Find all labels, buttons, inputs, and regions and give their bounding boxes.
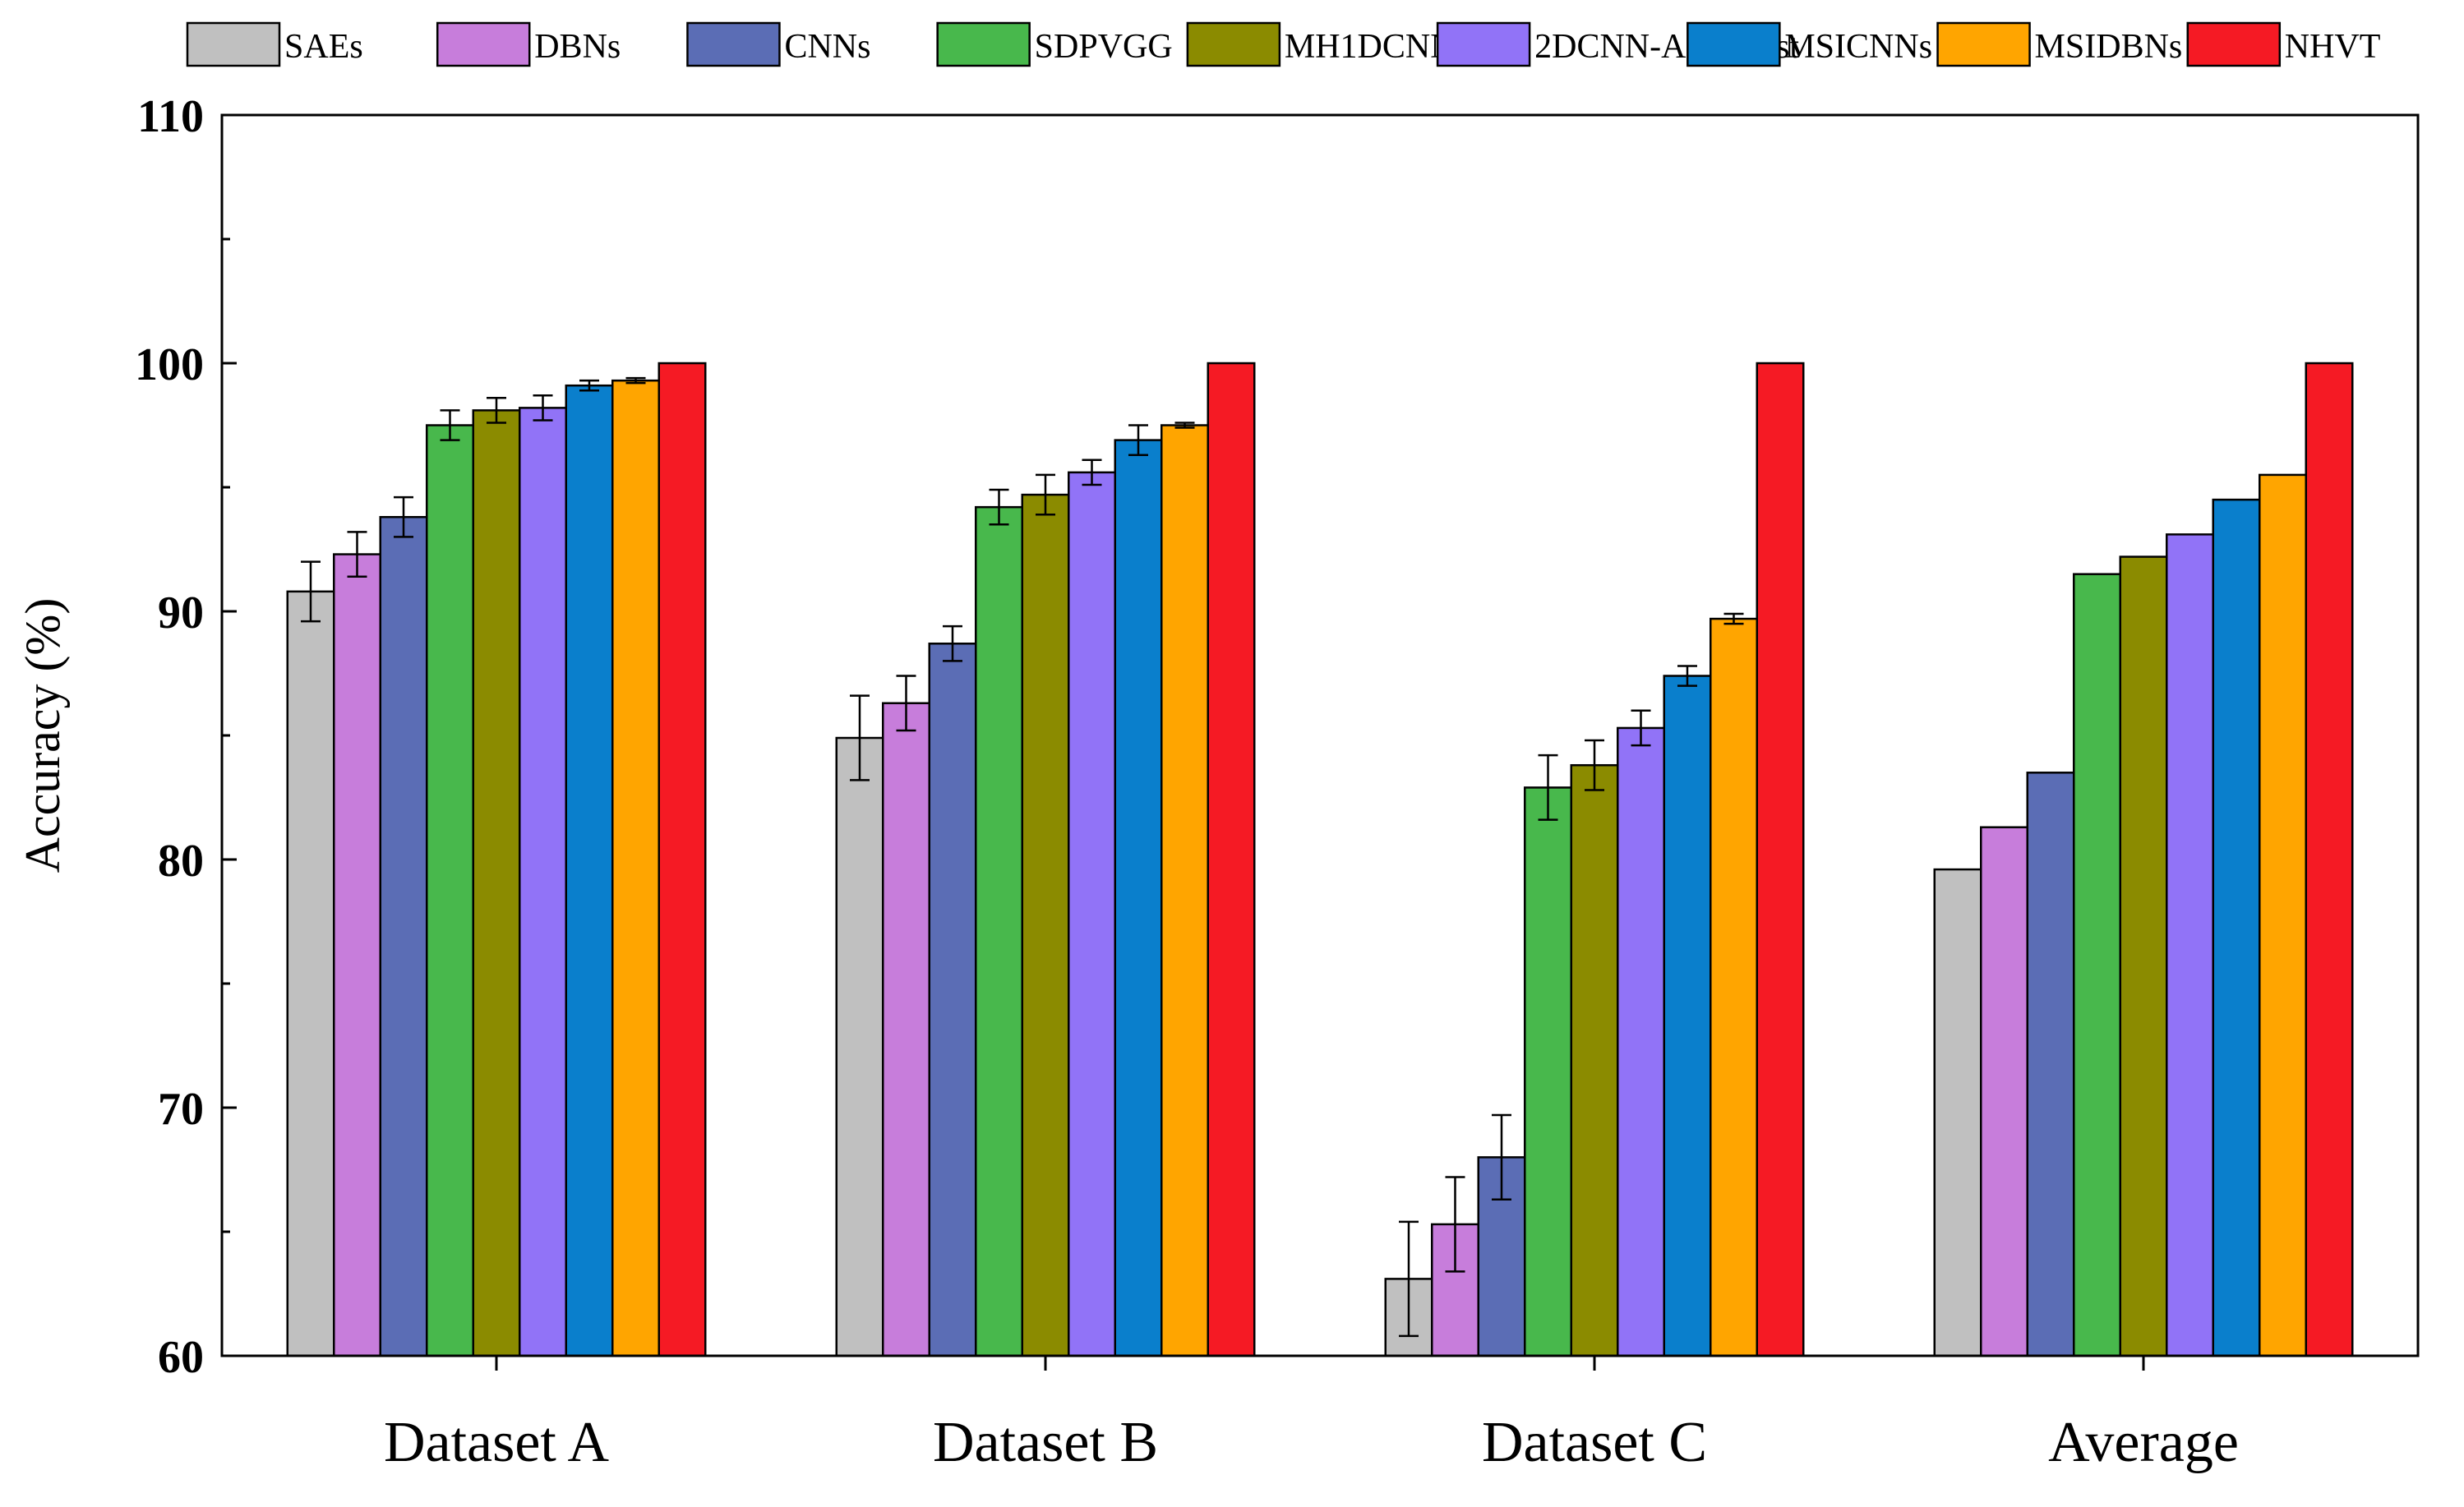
bar-cnns[interactable] (928, 643, 977, 1357)
x-tick-label: Dataset A (384, 1411, 610, 1474)
bar-mh1dcnns[interactable] (2119, 555, 2168, 1357)
legend-swatch (1936, 21, 2031, 67)
legend-swatch (2186, 21, 2282, 67)
bar-msicnns[interactable] (565, 384, 614, 1357)
y-tick-label: 110 (137, 91, 204, 142)
legend-swatch (436, 21, 531, 67)
y-axis-label: Accuracy (%) (16, 598, 70, 873)
bar-dbns[interactable] (882, 702, 930, 1357)
bar-nhvt[interactable] (1756, 362, 1805, 1357)
legend-swatch (686, 21, 781, 67)
bar-2dcnn-adaboost[interactable] (1617, 726, 1665, 1357)
bar-saes[interactable] (286, 590, 335, 1357)
y-axis: 60 70 80 90 100 110 (135, 91, 237, 1383)
bar-sdpvgg[interactable] (426, 424, 474, 1357)
bar-2dcnn-adaboost[interactable] (2166, 533, 2214, 1357)
bar-cnns[interactable] (2026, 772, 2075, 1357)
bar-nhvt[interactable] (658, 362, 707, 1357)
y-tick-label: 100 (135, 339, 204, 390)
x-axis: Dataset A Dataset B Dataset C Average (384, 1356, 2239, 1474)
legend-label: MSICNNs (1784, 28, 1932, 66)
legend: SAEs DBNs CNNs SDPVGG MH1DCNNs 2DCNN-AdaBoost… (186, 21, 2381, 67)
legend-label: DBNs (534, 28, 621, 66)
legend-label: CNNs (784, 28, 870, 66)
legend-label: NHVT (2285, 28, 2381, 66)
bar-msidbns[interactable] (2259, 473, 2307, 1357)
bar-msidbns[interactable] (611, 379, 660, 1357)
y-tick-label: 80 (158, 836, 204, 887)
bar-mh1dcnns[interactable] (1570, 763, 1619, 1357)
bar-sdpvgg[interactable] (975, 505, 1023, 1357)
bars-layer (286, 362, 2354, 1357)
bar-sdpvgg[interactable] (1524, 786, 1572, 1357)
bar-saes[interactable] (835, 736, 884, 1357)
bar-dbns[interactable] (1980, 826, 2028, 1357)
legend-label: SDPVGG (1035, 28, 1173, 66)
bar-dbns[interactable] (333, 553, 381, 1357)
bar-msicnns[interactable] (1114, 439, 1163, 1357)
bar-nhvt[interactable] (1207, 362, 1256, 1357)
x-tick-label: Dataset B (933, 1411, 1158, 1474)
bar-2dcnn-adaboost[interactable] (519, 407, 567, 1357)
legend-swatch (1186, 21, 1281, 67)
legend-swatch (936, 21, 1031, 67)
bar-nhvt[interactable] (2305, 362, 2354, 1357)
y-tick-label: 90 (158, 588, 204, 638)
bar-2dcnn-adaboost[interactable] (1068, 471, 1116, 1357)
legend-label: MSIDBNs (2035, 28, 2183, 66)
bar-sdpvgg[interactable] (2073, 573, 2121, 1357)
bar-msicnns[interactable] (2212, 498, 2261, 1357)
bar-msidbns[interactable] (1710, 617, 1758, 1357)
x-tick-label: Average (2048, 1411, 2239, 1474)
x-tick-label: Dataset C (1482, 1411, 1707, 1474)
bar-msidbns[interactable] (1160, 424, 1209, 1357)
bar-saes[interactable] (1933, 868, 1982, 1357)
y-tick-label: 70 (158, 1084, 204, 1135)
legend-swatch (1436, 21, 1531, 67)
bar-msicnns[interactable] (1663, 675, 1712, 1357)
legend-swatch (1687, 21, 1781, 67)
bar-mh1dcnns[interactable] (472, 409, 521, 1357)
bar-cnns[interactable] (379, 515, 428, 1357)
y-tick-label: 60 (158, 1332, 204, 1383)
legend-label: SAEs (284, 28, 363, 66)
legend-swatch (186, 21, 281, 67)
bar-mh1dcnns[interactable] (1021, 493, 1070, 1357)
